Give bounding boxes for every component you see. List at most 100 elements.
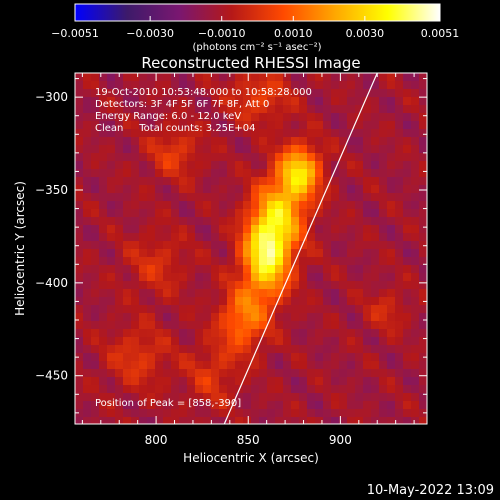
- heatmap-cell: [187, 417, 195, 424]
- heatmap-cell: [75, 89, 83, 97]
- heatmap-cell: [203, 73, 211, 81]
- heatmap-cell: [195, 313, 203, 321]
- heatmap-cell: [91, 161, 99, 169]
- heatmap-cell: [259, 169, 267, 177]
- heatmap-cell: [219, 209, 227, 217]
- heatmap-cell: [411, 105, 419, 113]
- heatmap-cell: [267, 177, 275, 185]
- heatmap-cell: [123, 161, 131, 169]
- heatmap-cell: [99, 409, 107, 417]
- heatmap-cell: [227, 233, 235, 241]
- heatmap-cell: [99, 417, 107, 424]
- heatmap-cell: [227, 305, 235, 313]
- heatmap-cell: [315, 193, 323, 201]
- heatmap-cell: [387, 145, 395, 153]
- heatmap-cell: [339, 345, 347, 353]
- heatmap-cell: [315, 241, 323, 249]
- heatmap-cell: [299, 393, 307, 401]
- heatmap-cell: [355, 385, 363, 393]
- heatmap-cell: [187, 353, 195, 361]
- heatmap-cell: [83, 345, 91, 353]
- heatmap-cell: [267, 345, 275, 353]
- heatmap-cell: [131, 89, 139, 97]
- heatmap-cell: [123, 289, 131, 297]
- heatmap-cell: [403, 113, 411, 121]
- heatmap-cell: [179, 169, 187, 177]
- heatmap-cell: [115, 217, 123, 225]
- heatmap-cell: [387, 281, 395, 289]
- heatmap-cell: [403, 305, 411, 313]
- heatmap-cell: [411, 345, 419, 353]
- heatmap-cell: [171, 289, 179, 297]
- heatmap-cell: [347, 393, 355, 401]
- heatmap-cell: [211, 233, 219, 241]
- heatmap-cell: [195, 201, 203, 209]
- heatmap-cell: [259, 121, 267, 129]
- heatmap-cell: [299, 129, 307, 137]
- heatmap-cell: [83, 249, 91, 257]
- heatmap-cell: [371, 145, 379, 153]
- heatmap-cell: [187, 225, 195, 233]
- heatmap-cell: [179, 73, 187, 81]
- heatmap-cell: [411, 169, 419, 177]
- heatmap-cell: [131, 393, 139, 401]
- heatmap-cell: [251, 105, 259, 113]
- heatmap-cell: [115, 281, 123, 289]
- heatmap-cell: [123, 273, 131, 281]
- heatmap-cell: [347, 105, 355, 113]
- heatmap-cell: [403, 97, 411, 105]
- heatmap-cell: [99, 161, 107, 169]
- heatmap-cell: [419, 129, 427, 137]
- heatmap-cell: [387, 193, 395, 201]
- heatmap-cell: [283, 153, 291, 161]
- heatmap-cell: [243, 233, 251, 241]
- heatmap-cell: [275, 321, 283, 329]
- heatmap-cell: [203, 329, 211, 337]
- heatmap-cell: [235, 217, 243, 225]
- heatmap-cell: [211, 345, 219, 353]
- heatmap-cell: [203, 281, 211, 289]
- heatmap-cell: [115, 161, 123, 169]
- heatmap-cell: [195, 345, 203, 353]
- heatmap-cell: [131, 97, 139, 105]
- heatmap-cell: [323, 345, 331, 353]
- heatmap-cell: [363, 337, 371, 345]
- heatmap-cell: [291, 353, 299, 361]
- heatmap-cell: [411, 193, 419, 201]
- heatmap-cell: [371, 401, 379, 409]
- heatmap-cell: [251, 393, 259, 401]
- heatmap-cell: [131, 417, 139, 424]
- heatmap-cell: [123, 321, 131, 329]
- heatmap-cell: [283, 417, 291, 424]
- heatmap-cell: [83, 81, 91, 89]
- heatmap-cell: [379, 105, 387, 113]
- heatmap-cell: [371, 113, 379, 121]
- heatmap-cell: [155, 249, 163, 257]
- heatmap-cell: [123, 385, 131, 393]
- heatmap-cell: [179, 153, 187, 161]
- heatmap-cell: [235, 73, 243, 81]
- heatmap-cell: [339, 201, 347, 209]
- heatmap-cell: [315, 137, 323, 145]
- heatmap-cell: [379, 345, 387, 353]
- heatmap-cell: [131, 321, 139, 329]
- heatmap-cell: [227, 321, 235, 329]
- heatmap-cell: [187, 113, 195, 121]
- heatmap-cell: [387, 297, 395, 305]
- heatmap-cell: [235, 97, 243, 105]
- heatmap-cell: [131, 105, 139, 113]
- heatmap-cell: [235, 409, 243, 417]
- heatmap-cell: [323, 177, 331, 185]
- heatmap-cell: [403, 121, 411, 129]
- heatmap-cell: [91, 121, 99, 129]
- heatmap-cell: [387, 73, 395, 81]
- heatmap-cell: [91, 169, 99, 177]
- heatmap-cell: [235, 297, 243, 305]
- heatmap-cell: [387, 81, 395, 89]
- heatmap-cell: [147, 345, 155, 353]
- heatmap-cell: [91, 337, 99, 345]
- heatmap-cell: [243, 145, 251, 153]
- heatmap-cell: [187, 329, 195, 337]
- heatmap-cell: [171, 153, 179, 161]
- heatmap-cell: [115, 129, 123, 137]
